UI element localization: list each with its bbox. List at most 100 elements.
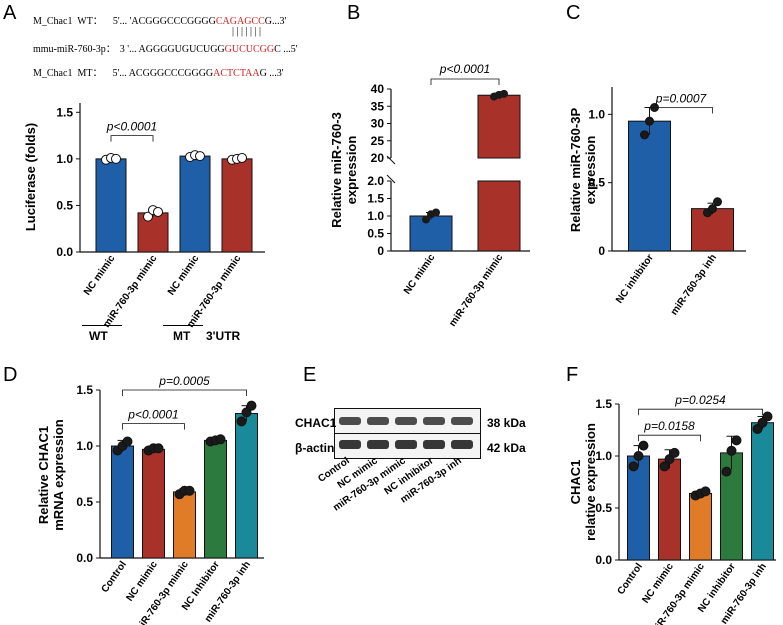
significance-bracket <box>649 107 713 114</box>
group-mt-label: MT <box>173 329 191 343</box>
y-tick-label: 0.0 <box>76 551 93 565</box>
seq-mir-label: mmu-miR-760-3p： <box>33 44 116 55</box>
bar-1 <box>142 448 165 559</box>
seq-wt-suffix: G...3' <box>264 16 287 27</box>
band-chac1 <box>451 417 473 425</box>
blot-divider <box>335 433 480 434</box>
y-axis-label: Relative miR-760-3Pexpression <box>568 108 598 233</box>
y-tick-label: 0 <box>598 244 605 258</box>
bar-4 <box>235 413 258 559</box>
category-label: miR-760-3p mimic <box>447 252 505 329</box>
band-actin <box>367 440 389 449</box>
category-label: Control <box>616 561 646 597</box>
band-kda-chac1: 38 kDa <box>487 416 526 430</box>
axis-break-mark <box>386 155 396 165</box>
y-tick-label: 1.0 <box>56 152 73 166</box>
data-point <box>432 208 440 217</box>
y-tick-label: 0.0 <box>595 553 612 567</box>
y-tick-label: 0.5 <box>367 227 384 241</box>
data-point <box>195 151 205 162</box>
data-point <box>731 435 742 446</box>
y-tick-label: 1.0 <box>595 449 612 463</box>
bar-2 <box>179 155 211 253</box>
y-tick-label: 0.0 <box>56 245 73 259</box>
seq-mir-seed: GUCUCGG <box>224 44 275 55</box>
significance-bracket <box>110 135 154 142</box>
y-tick-label: 0.5 <box>56 198 73 212</box>
data-point <box>638 440 649 451</box>
bar-3 <box>204 439 227 559</box>
bar-0 <box>95 158 127 253</box>
data-point <box>241 407 252 418</box>
data-point <box>726 445 737 456</box>
category-label: NC mimic <box>82 253 118 297</box>
p-value-1: p=0.0254 <box>674 393 726 407</box>
y-tick-label: 2.0 <box>367 174 384 188</box>
band-chac1 <box>339 417 361 425</box>
band-chac1 <box>367 417 389 425</box>
panel-label-b: B <box>347 2 361 24</box>
data-point <box>236 416 247 427</box>
band-chac1 <box>423 417 445 425</box>
y-axis-label: Luciferase (folds) <box>23 123 38 231</box>
seq-wt-seed: CAGAGCC <box>215 16 265 27</box>
bar-3 <box>221 158 253 253</box>
data-point <box>708 204 717 214</box>
p-value-0: p<0.0001 <box>127 408 178 422</box>
y-axis-label: Relative miR-760-3expression <box>329 112 359 228</box>
y-tick-label: 20 <box>371 151 385 165</box>
panel-label-e: E <box>303 364 317 386</box>
seq-mir-prefix: 3 '... AGGGGUGUCUGG <box>119 44 225 55</box>
y-tick-label: 1.0 <box>588 107 605 121</box>
data-point <box>237 152 247 163</box>
panel-label-a: A <box>3 2 17 24</box>
y-tick-label: 25 <box>371 134 385 148</box>
seq-wt-prefix: 5'... 'ACGGGCCCGGGG <box>112 16 216 27</box>
bar-2 <box>173 491 196 559</box>
y-tick-label: 1.5 <box>56 105 73 119</box>
chart-chac1-mrna: 0.0 0.5 1.0 1.5 Relative CHAC1mRNA expressio… <box>36 374 264 625</box>
data-point <box>246 400 257 411</box>
data-point <box>143 211 153 222</box>
data-point <box>153 443 164 454</box>
y-tick-label: 1.5 <box>76 383 93 397</box>
band-label-actin: β-actin <box>295 441 335 455</box>
band-actin <box>451 440 473 449</box>
seq-mir: mmu-miR-760-3p： 3 '... AGGGGUGUCUGGGUCUCG… <box>33 40 298 55</box>
bar-1 <box>137 212 169 253</box>
bar-1-lower <box>477 180 521 252</box>
panel-label-c: C <box>566 2 581 24</box>
seq-mt: M_Chac1 MT： 5'... ACGGGCCCGGGGACTCTAAG ..… <box>33 64 284 79</box>
y-tick-label: 0 <box>377 244 384 258</box>
category-label: miR-760-3p inh <box>669 252 719 317</box>
bar-4 <box>751 422 774 561</box>
category-label: miR-760-3p mimic <box>133 559 191 625</box>
bar-0 <box>409 215 453 252</box>
y-tick-label: 1.0 <box>76 439 93 453</box>
seq-bars: | | | | | | | <box>232 26 262 37</box>
p-value-0: p=0.0158 <box>643 419 695 433</box>
data-point <box>645 116 654 126</box>
band-actin <box>339 440 361 449</box>
group-wt-line <box>82 325 122 326</box>
data-point <box>633 451 644 461</box>
panel-label-f: F <box>566 364 579 386</box>
y-tick-label: 1.5 <box>367 192 384 206</box>
y-axis-label: CHAC1relative expression <box>568 423 598 541</box>
y-tick-label: 30 <box>371 117 385 131</box>
seq-mt-seed: ACTCTAA <box>213 68 260 79</box>
seq-mt-label: M_Chac1 MT： <box>33 68 103 79</box>
data-point <box>500 89 508 98</box>
band-actin <box>395 440 417 449</box>
category-label: NC mimic <box>402 252 438 296</box>
data-point <box>111 153 121 164</box>
group-mt-line <box>163 325 203 326</box>
seq-wt: M_Chac1 WT： 5'... 'ACGGGCCCGGGGCAGAGCCG..… <box>33 12 286 27</box>
bar-0 <box>628 120 671 252</box>
bar-1 <box>658 458 681 561</box>
seq-mt-suffix: G ...3' <box>259 68 284 79</box>
p-value-0: p=0.0007 <box>655 92 708 106</box>
band-kda-actin: 42 kDa <box>487 441 526 455</box>
